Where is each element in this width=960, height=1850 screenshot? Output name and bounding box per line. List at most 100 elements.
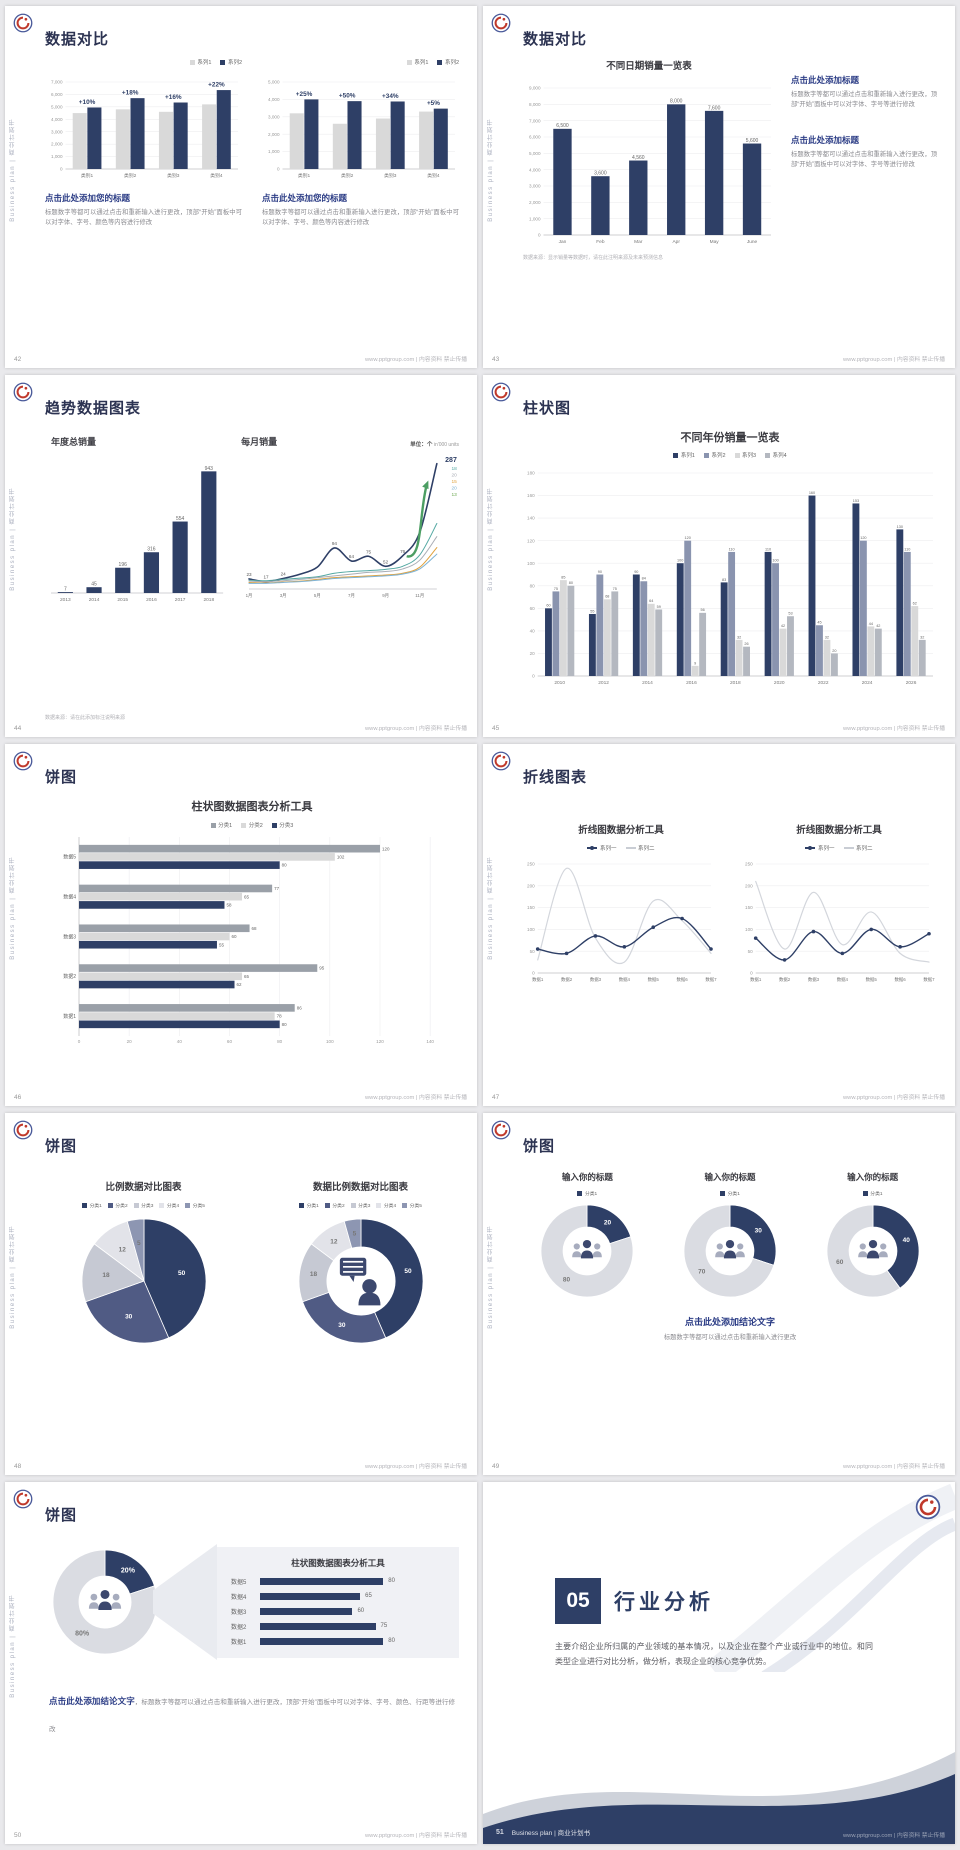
svg-text:200: 200 — [745, 883, 753, 888]
svg-text:数据2: 数据2 — [561, 976, 573, 983]
svg-text:3,600: 3,600 — [594, 171, 607, 177]
svg-text:Mar: Mar — [634, 239, 643, 245]
svg-text:94: 94 — [332, 541, 338, 546]
svg-text:180: 180 — [527, 471, 535, 476]
slide-title: 柱状图 — [523, 400, 572, 417]
svg-text:86: 86 — [297, 1005, 303, 1010]
legend-item: 分类1 — [577, 1190, 597, 1197]
svg-text:数据6: 数据6 — [676, 976, 688, 983]
chart-title: 柱状图数据图表分析工具 — [191, 801, 313, 813]
text-column: 点击此处添加标题 标题数字等都可以通过点击和重新输入进行更改，顶部“开始”面板中… — [791, 58, 937, 350]
chart-subtitle: 年度总销量 — [51, 437, 97, 447]
section-header: 05 行业分析 — [555, 1578, 885, 1624]
svg-text:9,000: 9,000 — [529, 86, 541, 91]
slide-49: Business plan | 商业计划书 饼图 输入你的标题 分类1 20 80… — [483, 1113, 955, 1475]
grouped-bar-chart: 0 1,000 2,000 3,000 4,000 5,000 +25% 类别1 +50% 类别2… — [262, 68, 459, 180]
vertical-sidebar-text: Business plan | 商业计划书 — [10, 856, 16, 960]
panel-title: 柱状图数据图表分析工具 — [291, 1557, 385, 1568]
svg-text:32: 32 — [825, 635, 829, 639]
svg-text:+5%: +5% — [427, 100, 440, 107]
legend-item: 系列一 — [587, 844, 617, 852]
slide-title: 饼图 — [523, 1138, 556, 1155]
chart-title: 比例数据对比图表 — [105, 1182, 182, 1193]
vertical-sidebar-text: Business plan | 商业计划书 — [488, 487, 494, 591]
footer-url: www.pptgroup.com | 内容资料 禁止传播 — [842, 1464, 945, 1470]
grouped-bar-chart: 0 20 40 60 80 100 120 140 160 180 60 75 85 80 2010 55 90… — [523, 463, 937, 687]
svg-text:77: 77 — [275, 886, 281, 891]
chart-title: 不同日期销量一览表 — [606, 61, 692, 72]
svg-text:78: 78 — [277, 1014, 283, 1019]
svg-text:2020: 2020 — [774, 680, 785, 686]
svg-text:80: 80 — [569, 581, 573, 585]
pie-chart: 50 30 18 12 5 — [80, 1217, 208, 1345]
svg-text:数据3: 数据3 — [590, 976, 602, 983]
svg-text:0: 0 — [750, 971, 753, 976]
svg-text:44: 44 — [869, 622, 873, 626]
svg-text:30: 30 — [338, 1322, 346, 1329]
slide-title: 折线图表 — [523, 769, 588, 786]
svg-text:2026: 2026 — [906, 680, 917, 686]
svg-text:18: 18 — [309, 1271, 317, 1278]
chart-block-left: 系列1 系列2 0 1,000 2,000 3,000 4,000 5,000 6,000 7,… — [45, 58, 242, 350]
svg-text:68: 68 — [252, 926, 258, 931]
svg-text:196: 196 — [119, 562, 128, 568]
chart-title: 折线图数据分析工具 — [796, 825, 882, 836]
chart-subtitle: 每月销量 — [241, 437, 278, 447]
slide-title: 数据对比 — [45, 31, 110, 48]
legend-item: 分类2 — [324, 1202, 345, 1209]
conclusion-heading: 点击此处添加结论文字 — [684, 1317, 775, 1327]
chart-header: 每月销量 单位：个 in'000 units — [241, 435, 459, 448]
svg-text:150: 150 — [745, 905, 753, 910]
svg-text:45: 45 — [817, 621, 821, 625]
svg-text:2,000: 2,000 — [268, 132, 280, 137]
svg-text:160: 160 — [527, 493, 535, 498]
footer-url: www.pptgroup.com | 内容资料 禁止传播 — [364, 1833, 467, 1839]
grouped-bar-chart: 0 1,000 2,000 3,000 4,000 5,000 6,000 7,000 +10%… — [45, 68, 242, 180]
svg-text:250: 250 — [745, 862, 753, 867]
donut-chart: 30 70 — [682, 1203, 778, 1299]
slide-44: Business plan | 商业计划书 趋势数据图表 年度总销量 7 2013… — [5, 375, 477, 737]
svg-text:2022: 2022 — [818, 680, 829, 686]
conclusion-heading: 点击此处添加结论文字 — [49, 1696, 135, 1706]
svg-text:130: 130 — [897, 525, 903, 529]
svg-text:2015: 2015 — [117, 597, 128, 603]
svg-text:3,000: 3,000 — [268, 114, 280, 119]
donut-block: 输入你的标题 分类1 30 70 — [666, 1171, 795, 1299]
svg-text:52: 52 — [383, 559, 389, 564]
block-body: 标题数字等都可以通过点击和重新输入进行更改，顶部“开始”面板中可以对字体、字号等… — [791, 91, 937, 109]
svg-text:80: 80 — [563, 1276, 571, 1283]
chart-title: 数据比例数据对比图表 — [312, 1182, 408, 1193]
legend-item: 分类1 — [720, 1190, 740, 1197]
svg-text:83: 83 — [722, 578, 726, 582]
svg-text:+18%: +18% — [122, 90, 139, 97]
block-heading: 点击此处添加您的标题 — [45, 193, 131, 203]
svg-text:4,560: 4,560 — [632, 155, 645, 161]
svg-text:554: 554 — [176, 516, 185, 522]
slide-content: 不同日期销量一览表 0 1,000 2,000 3,000 4,000 5,000 6,00… — [523, 58, 937, 350]
svg-text:316: 316 — [147, 547, 156, 553]
conclusion-paragraph: 点击此处添加结论文字，标题数字等都可以通过点击和重新输入进行更改，顶部“开始”面… — [45, 1686, 459, 1740]
svg-text:8,000: 8,000 — [529, 102, 541, 107]
pie-block-left: 比例数据对比图表 分类1 分类2 分类3 分类4 分类5 50 30 18 12 5 — [45, 1179, 242, 1457]
bar-chart: 0 1,000 2,000 3,000 4,000 5,000 6,000 7,000 8,00… — [523, 78, 775, 246]
svg-text:2010: 2010 — [554, 680, 565, 686]
svg-text:7: 7 — [64, 586, 67, 592]
svg-text:32: 32 — [920, 635, 924, 639]
svg-text:100: 100 — [326, 1039, 334, 1044]
line-chart: 0 50 100 150 200 250 数据1 数据2 数据3 数据4 数据5 数据6 数据7 — [523, 856, 719, 984]
svg-text:153: 153 — [853, 499, 859, 503]
svg-text:100: 100 — [745, 927, 753, 932]
chart-legend: 系列一 系列二 — [523, 844, 719, 852]
brand-logo-icon — [13, 1489, 33, 1509]
svg-text:120: 120 — [685, 536, 691, 540]
svg-text:62: 62 — [913, 601, 917, 605]
svg-text:5,600: 5,600 — [746, 138, 759, 144]
svg-text:7月: 7月 — [348, 593, 355, 599]
legend-item: 系列1 — [673, 451, 695, 459]
slide-content: 不同年份销量一览表 系列1 系列2 系列3 系列4 0 20 40 60 80 100 120 14… — [523, 427, 937, 719]
svg-text:2,000: 2,000 — [51, 142, 63, 147]
svg-text:+22%: +22% — [208, 82, 225, 89]
page-number: 50 — [14, 1832, 22, 1839]
slide-content: 20% 80% 柱状图数据图表分析工具 数据5 80 数据4 65 数据3 60 数据2 75 数… — [45, 1534, 459, 1826]
